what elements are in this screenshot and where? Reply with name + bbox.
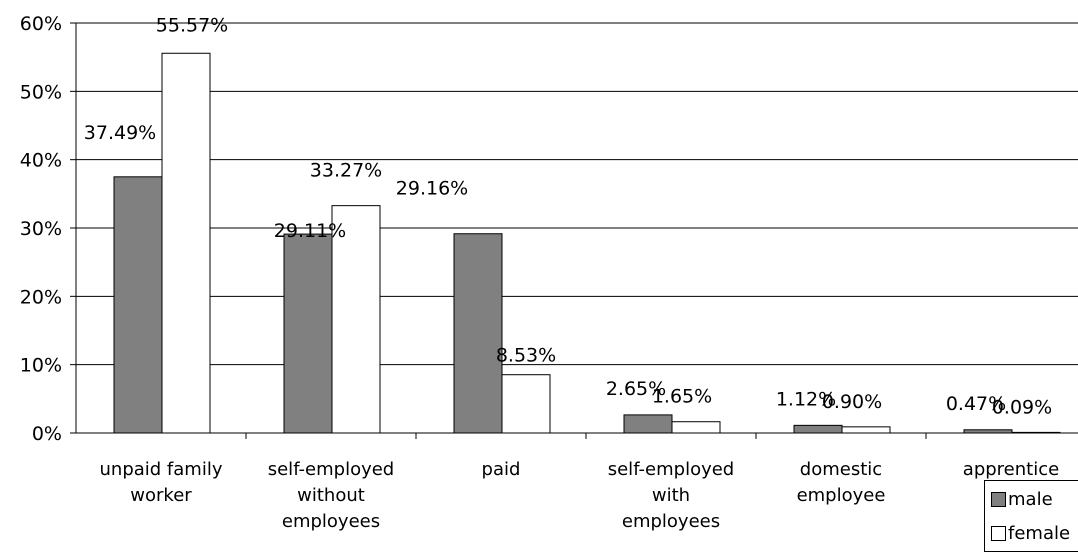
data-label-male: 2.65% — [606, 378, 666, 400]
legend: male female — [984, 480, 1078, 552]
y-tick-label: 30% — [20, 218, 62, 240]
data-label-male: 37.49% — [84, 122, 156, 144]
y-tick-label: 10% — [20, 355, 62, 377]
y-tick-label: 0% — [32, 423, 62, 445]
data-label-male: 29.16% — [396, 178, 468, 200]
category-label: self-employed — [268, 459, 395, 480]
bar-female — [671, 421, 721, 434]
bar-male — [453, 233, 503, 434]
legend-label-female: female — [1008, 522, 1071, 544]
category-label: without — [297, 485, 365, 506]
category-label: employees — [282, 511, 380, 532]
y-tick-label: 20% — [20, 286, 62, 308]
data-label-female: 55.57% — [156, 14, 228, 36]
legend-label-male: male — [1008, 488, 1053, 510]
category-label: apprentice — [963, 459, 1059, 480]
data-label-male: 0.47% — [946, 393, 1006, 415]
bar-female — [841, 426, 891, 434]
y-axis-tick-labels: 0% 10% 20% 30% 40% 50% 60% — [20, 13, 62, 445]
gridlines — [76, 22, 1078, 366]
data-label-female: 33.27% — [310, 160, 382, 182]
category-label: self-employed — [608, 459, 735, 480]
category-labels: unpaid family worker self-employed without e… — [100, 459, 1060, 532]
bar-male — [283, 233, 333, 434]
y-tick-label: 60% — [20, 13, 62, 35]
data-label-male: 29.11% — [274, 220, 346, 242]
data-label-male: 1.12% — [776, 388, 836, 410]
data-label-female: 8.53% — [496, 345, 556, 367]
data-label-female: 1.65% — [652, 386, 712, 408]
y-tick-label: 50% — [20, 81, 62, 103]
bar-male — [113, 176, 163, 434]
category-label: employees — [622, 511, 720, 532]
y-tick-label: 40% — [20, 150, 62, 172]
bar-female — [501, 374, 551, 434]
category-label: paid — [482, 459, 521, 480]
category-label: employee — [797, 485, 886, 506]
category-label: domestic — [800, 459, 882, 480]
bar-male — [623, 414, 673, 434]
category-label: unpaid family — [100, 459, 223, 480]
bar-female — [161, 52, 211, 434]
legend-item-male: male — [991, 487, 1053, 511]
data-labels: 37.49% 55.57% 29.11% 33.27% 29.16% 8.53% 2.65%… — [84, 14, 1052, 418]
bars — [113, 52, 1061, 434]
data-label-female: 0.90% — [822, 391, 882, 413]
bar-male — [793, 424, 843, 434]
axes — [70, 22, 1078, 439]
category-label: with — [652, 485, 690, 506]
legend-swatch-female — [991, 525, 1006, 541]
data-label-female: 0.09% — [992, 396, 1052, 418]
legend-item-female: female — [991, 521, 1070, 545]
category-label: worker — [130, 485, 192, 506]
legend-swatch-male — [991, 491, 1006, 507]
